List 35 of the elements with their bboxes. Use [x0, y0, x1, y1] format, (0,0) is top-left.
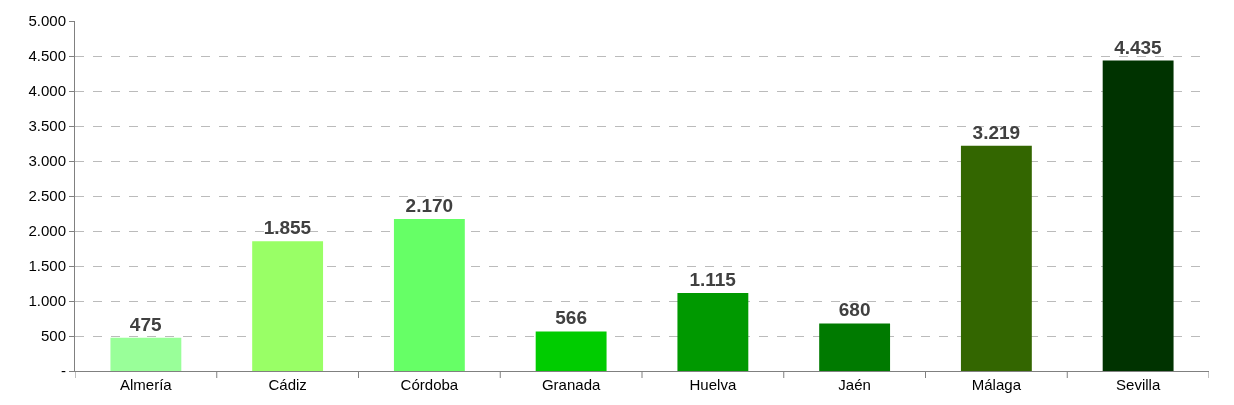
y-tick-label: 1.500	[28, 257, 66, 275]
y-tick-label: 4.500	[28, 47, 66, 65]
x-tick-label: Córdoba	[400, 376, 459, 393]
bar	[960, 145, 1032, 371]
x-tick-label: Málaga	[971, 376, 1022, 393]
x-tick-label: Almería	[120, 376, 173, 393]
y-tick-label: 5.000	[28, 12, 66, 30]
data-label: 1.115	[689, 268, 737, 290]
data-label: 2.170	[405, 195, 454, 217]
x-tick-label: Jaén	[838, 376, 871, 393]
data-label: 3.219	[972, 121, 1021, 143]
bar	[677, 292, 749, 371]
data-label: 1.855	[263, 217, 312, 239]
y-tick-label: 2.000	[28, 222, 66, 240]
x-tick-label: Granada	[541, 376, 601, 393]
data-label: 680	[838, 299, 871, 321]
x-tick-label: Sevilla	[1116, 376, 1161, 393]
y-tick-label: 4.000	[28, 82, 66, 100]
bar	[252, 241, 324, 371]
data-label: 566	[555, 307, 587, 329]
y-tick-label: 500	[40, 327, 66, 345]
y-tick-label: 1.000	[28, 292, 66, 310]
data-label: 4.435	[1114, 36, 1163, 58]
x-tick-label: Cádiz	[268, 376, 307, 393]
y-tick-label: 3.000	[28, 152, 66, 170]
y-tick-label: 3.500	[28, 117, 66, 135]
y-tick-label: 2.500	[28, 187, 66, 205]
y-tick-label: -	[61, 362, 66, 380]
data-label: 475	[129, 313, 162, 335]
bar	[1102, 60, 1174, 371]
bar	[393, 219, 465, 371]
bar	[535, 331, 607, 371]
bar	[819, 323, 891, 371]
bar	[110, 337, 182, 371]
x-tick-label: Huelva	[689, 376, 737, 393]
